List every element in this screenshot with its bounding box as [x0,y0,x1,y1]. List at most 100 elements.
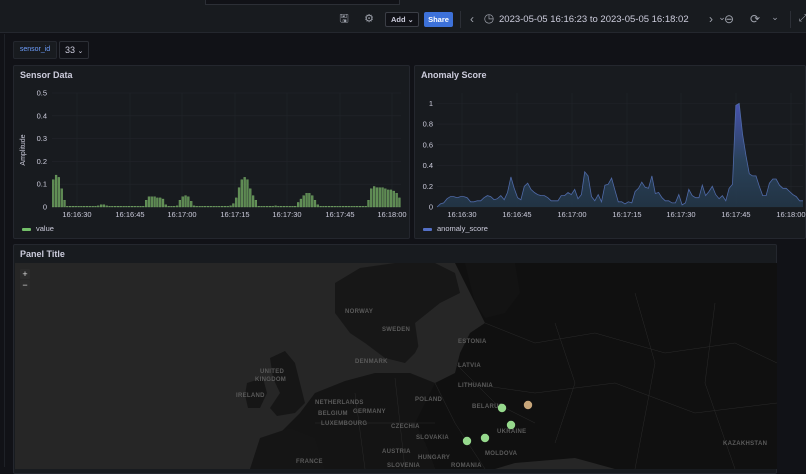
svg-text:CZECHIA: CZECHIA [391,424,420,430]
map-canvas[interactable]: NORWAY SWEDEN ESTONIA LATVIA LITHUANIA B… [15,263,777,469]
share-button[interactable]: Share [424,12,453,27]
chevron-right-icon[interactable]: › [709,12,713,26]
svg-text:0: 0 [43,203,47,212]
dashboard-toolbar: 🖫 ⚙ Add ⌄ Share ‹ ◷ 2023-05-05 16:16:23 … [0,6,806,33]
variable-label-sensor-id: sensor_id [13,41,57,59]
panel-anomaly-score: Anomaly Score 0 0.2 0.4 0.6 0.8 1 16:16:30 16:1… [414,65,806,239]
svg-text:LATVIA: LATVIA [458,363,481,369]
svg-text:GERMANY: GERMANY [353,409,386,415]
svg-text:ESTONIA: ESTONIA [458,339,487,345]
svg-text:0.3: 0.3 [37,134,47,143]
svg-text:MOLDOVA: MOLDOVA [485,451,518,457]
map-markers [462,400,533,446]
search-box[interactable] [205,0,400,5]
svg-text:16:16:30: 16:16:30 [447,210,476,219]
svg-text:16:17:45: 16:17:45 [721,210,750,219]
svg-text:SLOVAKIA: SLOVAKIA [416,435,449,441]
divider [460,11,461,28]
legend-swatch [423,227,432,231]
svg-text:0.1: 0.1 [37,180,47,189]
svg-text:AUSTRIA: AUSTRIA [382,449,411,455]
panel-title[interactable]: Sensor Data [20,70,73,80]
chevron-down-icon[interactable]: ⌄ [718,12,726,22]
svg-text:16:17:30: 16:17:30 [666,210,695,219]
svg-text:0.8: 0.8 [423,120,433,129]
map-marker[interactable] [480,433,490,443]
legend-item-value[interactable]: value [22,224,54,233]
svg-text:KAZAKHSTAN: KAZAKHSTAN [723,441,767,447]
anomaly-area-chart: 0 0.2 0.4 0.6 0.8 1 16:16:30 16:16:45 16:17:00 16… [423,93,806,219]
svg-text:0.2: 0.2 [423,182,433,191]
refresh-interval-chevron-icon[interactable]: ⌄ [771,12,779,22]
svg-text:BELGIUM: BELGIUM [318,411,348,417]
add-button[interactable]: Add ⌄ [385,12,419,27]
legend-item-anomaly-score[interactable]: anomaly_score [423,224,488,233]
map-marker[interactable] [497,403,507,413]
legend-label: value [36,224,54,233]
map-land: NORWAY SWEDEN ESTONIA LATVIA LITHUANIA B… [236,263,777,469]
svg-text:SLOVENIA: SLOVENIA [387,463,420,469]
svg-text:16:17:45: 16:17:45 [325,210,354,219]
map-marker[interactable] [462,436,472,446]
legend-swatch [22,227,31,231]
svg-text:FRANCE: FRANCE [296,459,323,465]
gear-icon[interactable]: ⚙ [364,13,374,25]
top-strip [0,0,806,6]
svg-text:UKRAINE: UKRAINE [497,429,526,435]
clock-icon: ◷ [483,11,495,25]
svg-text:0: 0 [429,203,433,212]
svg-text:BELARUS: BELARUS [472,404,503,410]
variable-select-sensor-id[interactable]: 33 ⌄ [59,41,89,59]
svg-text:Amplitude: Amplitude [20,134,27,165]
panel-sensor-data: Sensor Data 0 0.1 0.2 0.3 0.4 0.5 16:16:30 16:1… [13,65,410,239]
svg-text:16:17:00: 16:17:00 [167,210,196,219]
svg-text:16:16:45: 16:16:45 [115,210,144,219]
svg-text:16:16:30: 16:16:30 [62,210,91,219]
svg-text:1: 1 [429,99,433,108]
svg-text:16:18:00: 16:18:00 [377,210,406,219]
refresh-icon[interactable]: ⟳ [749,12,761,26]
svg-text:NORWAY: NORWAY [345,309,373,315]
divider [790,11,791,28]
map-marker[interactable] [506,420,516,430]
save-icon[interactable]: 🖫 [339,13,349,25]
chevron-down-icon: ⌄ [407,17,414,24]
zoom-out-icon[interactable]: ⊖ [723,12,735,26]
svg-text:DENMARK: DENMARK [355,359,388,365]
svg-text:ROMANIA: ROMANIA [451,463,482,469]
panel-title[interactable]: Anomaly Score [421,70,487,80]
svg-text:KINGDOM: KINGDOM [255,377,286,383]
panel-title[interactable]: Panel Title [20,249,65,259]
svg-text:0.2: 0.2 [37,157,47,166]
svg-text:16:17:30: 16:17:30 [272,210,301,219]
svg-text:IRELAND: IRELAND [236,393,265,399]
svg-text:16:18:00: 16:18:00 [776,210,805,219]
svg-text:16:17:00: 16:17:00 [557,210,586,219]
svg-text:16:16:45: 16:16:45 [502,210,531,219]
panel-geomap: Panel Title [13,244,777,474]
svg-text:16:17:15: 16:17:15 [612,210,641,219]
sensor-bar-chart: 0 0.1 0.2 0.3 0.4 0.5 16:16:30 16:16:45 16:17:00… [20,89,407,220]
map-zoom-in-button[interactable]: + [20,269,30,279]
svg-text:0.5: 0.5 [37,89,47,98]
add-label: Add [391,15,406,24]
svg-text:16:17:15: 16:17:15 [220,210,249,219]
svg-text:0.4: 0.4 [37,111,47,120]
map-zoom-out-button[interactable]: − [20,280,30,290]
variable-value: 33 [65,45,76,55]
expand-icon[interactable]: ⤢ [799,13,806,24]
svg-text:0.6: 0.6 [423,140,433,149]
svg-text:LUXEMBOURG: LUXEMBOURG [321,421,367,427]
legend-label: anomaly_score [437,224,488,233]
map-marker[interactable] [523,400,533,410]
svg-text:LITHUANIA: LITHUANIA [458,383,493,389]
svg-text:POLAND: POLAND [415,397,442,403]
chevron-down-icon: ⌄ [77,48,84,55]
svg-text:SWEDEN: SWEDEN [382,327,410,333]
svg-text:NETHERLANDS: NETHERLANDS [315,400,364,406]
svg-text:UNITED: UNITED [260,369,284,375]
svg-text:HUNGARY: HUNGARY [418,455,450,461]
time-range-picker[interactable]: 2023-05-05 16:16:23 to 2023-05-05 16:18:… [499,14,689,25]
svg-text:0.4: 0.4 [423,161,433,170]
chevron-left-icon[interactable]: ‹ [470,12,474,26]
